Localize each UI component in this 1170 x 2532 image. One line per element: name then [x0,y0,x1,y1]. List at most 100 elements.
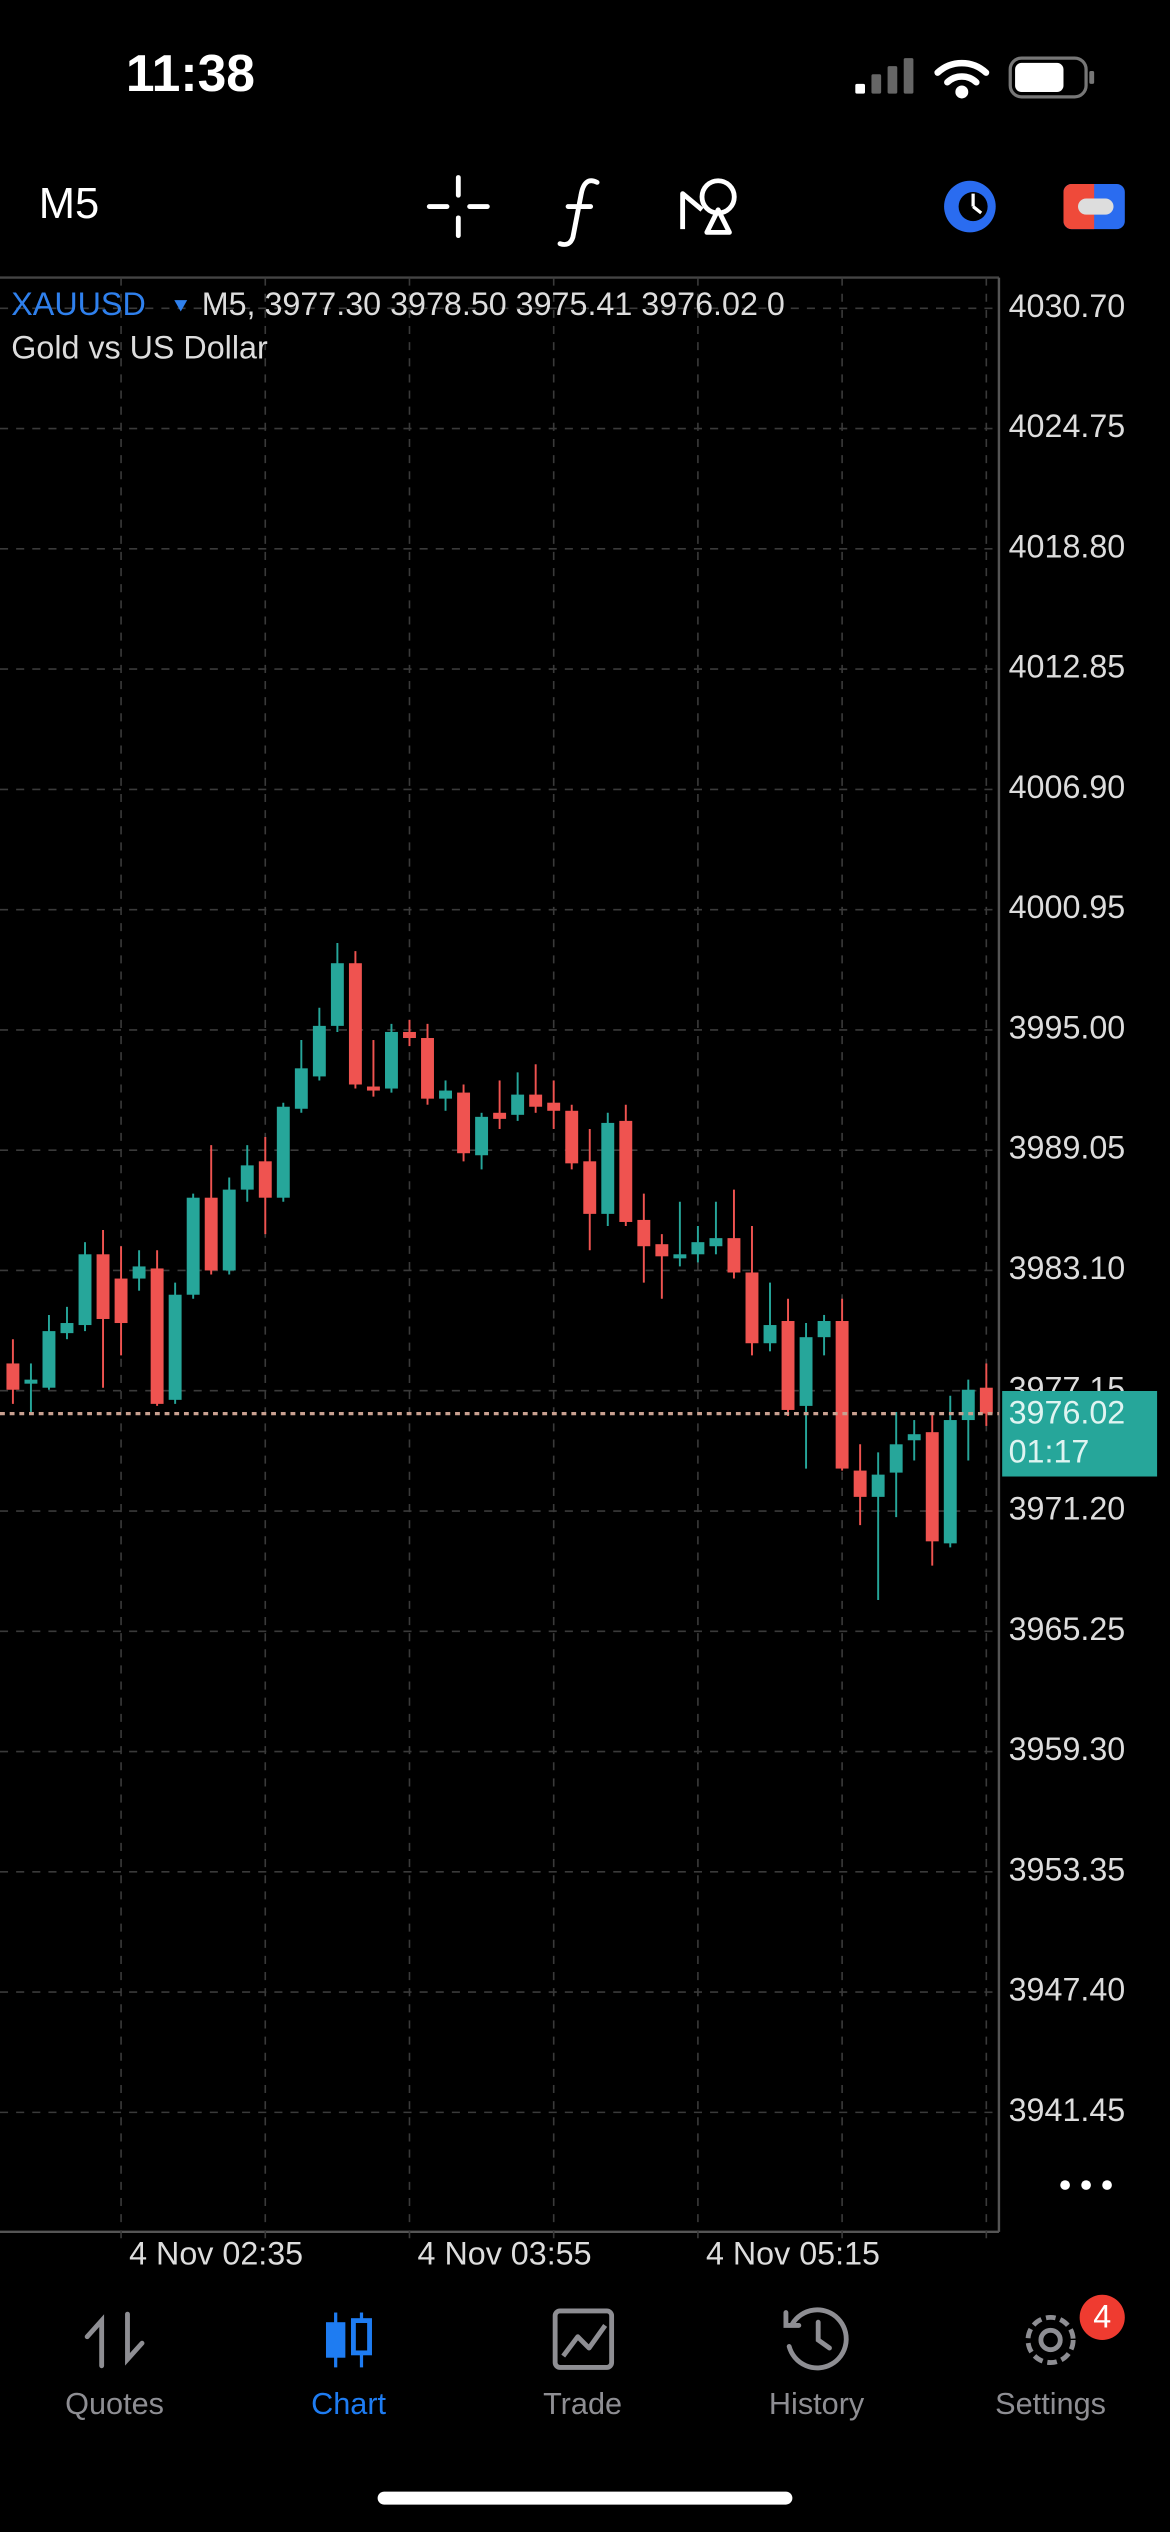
candle-body [114,1278,128,1324]
candle-body [385,1031,398,1089]
candle-body [637,1219,651,1247]
ohlc-info: M5, 3977.30 3978.50 3975.41 3976.02 0 [202,286,785,322]
candle-body [457,1092,471,1154]
candle-body [132,1266,146,1279]
candle-body [204,1197,218,1271]
symbol-description: Gold vs US Dollar [11,330,268,366]
symbol-name[interactable]: XAUUSD [11,286,145,322]
y-tick-label: 3971.20 [1009,1491,1126,1527]
candle-body [979,1387,993,1414]
y-tick-label: 4024.75 [1009,408,1126,444]
account-icon[interactable] [1063,183,1125,230]
y-tick-label: 3941.45 [1009,2092,1126,2128]
candle-body [330,963,344,1026]
candle-body [583,1161,597,1214]
grid [0,277,999,2245]
tab-label[interactable]: Quotes [65,2387,164,2421]
wifi-icon [934,59,990,99]
tab-label[interactable]: History [769,2387,865,2421]
candle-body [294,1068,308,1109]
candle-body [817,1321,831,1338]
candle-body [529,1094,543,1107]
candle-body [96,1254,110,1319]
candle-body [763,1325,777,1344]
countdown-label: 01:17 [1009,1433,1090,1469]
candle-body [907,1434,921,1441]
candle-body [565,1110,579,1164]
candle-body [853,1470,867,1497]
candle-body [60,1323,74,1334]
candle-body [6,1363,20,1390]
candle-body [673,1254,687,1259]
status-time: 11:38 [126,44,255,102]
chart-icon[interactable] [325,2312,372,2368]
x-tick-label: 4 Nov 02:35 [129,2236,303,2272]
candle-body [493,1112,507,1119]
home-indicator [377,2491,793,2505]
current-price-box [1002,1390,1158,1477]
candle-body [727,1238,741,1273]
candle-body [186,1197,200,1295]
candle-body [889,1444,903,1473]
candle-body [781,1321,795,1410]
candle-body [42,1331,56,1388]
more-button[interactable] [1060,2180,1112,2190]
tab-bar: Quotes Chart Trade History Settings [65,2387,1106,2421]
y-tick-label: 3953.35 [1009,1851,1126,1887]
candle-body [601,1122,615,1214]
candle-body [619,1120,633,1222]
objects-icon[interactable] [680,178,737,235]
y-tick-label: 4030.70 [1009,288,1126,324]
oneclick-icon[interactable] [944,180,996,233]
candles [0,943,999,1600]
history-icon[interactable] [783,2307,849,2371]
tab-label[interactable]: Settings [995,2387,1106,2421]
candle-body [348,963,362,1085]
candle-body [24,1379,38,1384]
candle-body [745,1272,759,1344]
y-tick-label: 3989.05 [1009,1130,1126,1166]
x-tick-label: 4 Nov 03:55 [418,2236,592,2272]
candle-body [78,1254,92,1326]
candle-body [547,1102,561,1111]
y-tick-label: 4018.80 [1009,528,1126,564]
x-tick-label: 4 Nov 05:15 [706,2236,880,2272]
candle-body [276,1106,290,1198]
candle-body [168,1294,182,1400]
timeframe-button[interactable]: M5 [39,180,100,228]
trade-icon[interactable] [552,2308,615,2370]
candle-body [511,1094,525,1115]
candle-body [403,1031,416,1039]
candle-body [312,1025,326,1077]
candle-body [835,1321,849,1469]
candle-body [150,1268,164,1404]
quotes-icon[interactable] [84,2311,145,2369]
candle-body [475,1116,489,1156]
candle-body [366,1086,380,1091]
y-tick-label: 4012.85 [1009,649,1126,685]
candle-body [258,1161,272,1198]
y-tick-label: 3959.30 [1009,1731,1126,1767]
settings-badge [1079,2294,1125,2340]
candle-body [421,1038,434,1099]
candle-body [943,1420,957,1544]
symbol-dropdown[interactable] [174,300,188,312]
candle-body [925,1432,939,1542]
y-tick-label: 3947.40 [1009,1972,1126,2008]
candle-body [799,1337,813,1406]
y-tick-label: 3983.10 [1009,1250,1126,1286]
candle-body [222,1189,236,1271]
candle-body [709,1238,723,1247]
tab-label[interactable]: Trade [543,2387,622,2421]
crosshair-icon[interactable] [426,175,490,239]
y-tick-label: 3995.00 [1009,1009,1126,1045]
signal-icon [855,58,914,94]
indicators-icon[interactable] [557,178,600,247]
candle-body [871,1474,885,1497]
settings-icon[interactable] [1025,2314,1076,2365]
candle-body [691,1242,705,1255]
tab-label[interactable]: Chart [311,2387,386,2421]
candle-body [655,1244,669,1257]
